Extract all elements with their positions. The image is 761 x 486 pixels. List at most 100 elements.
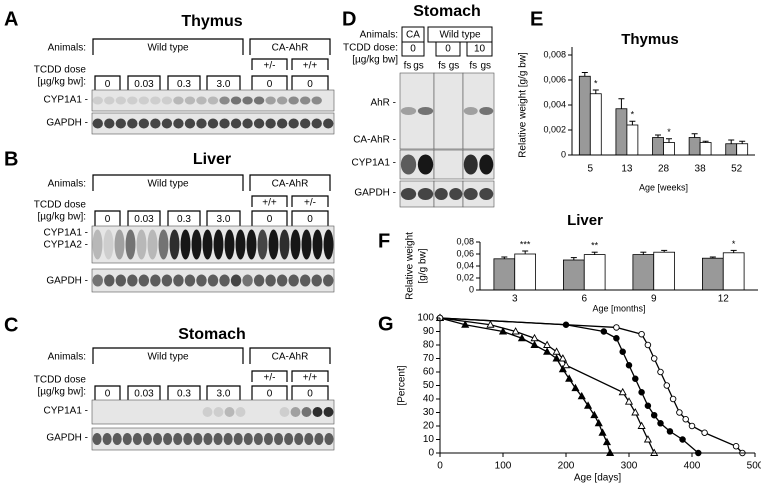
band	[300, 118, 311, 129]
band	[173, 96, 184, 105]
band	[132, 433, 142, 445]
band	[138, 274, 150, 287]
dose-label: 0.3	[177, 79, 191, 90]
group-label: CA-AhR	[272, 43, 309, 54]
marker	[600, 328, 608, 335]
bracket	[291, 75, 329, 91]
band	[219, 118, 230, 129]
band	[230, 96, 242, 105]
y-tick-label: 10	[423, 434, 435, 445]
band	[127, 96, 138, 105]
marker	[602, 437, 612, 446]
y-tick-label: 80	[423, 340, 435, 351]
marker	[590, 410, 599, 419]
marker	[530, 333, 539, 342]
x-tick-label: 12	[718, 294, 730, 305]
band	[242, 96, 253, 105]
band	[224, 407, 235, 417]
marker	[619, 348, 626, 356]
band	[279, 407, 290, 417]
bracket	[249, 347, 331, 364]
lane-label: gs	[449, 61, 460, 72]
dose-label: 0	[267, 214, 273, 225]
band	[183, 433, 193, 445]
x-tick-label: 5	[588, 164, 594, 175]
lane-label: fs	[469, 61, 477, 72]
band	[173, 433, 183, 445]
band	[150, 274, 161, 287]
marker	[618, 387, 627, 396]
band	[290, 229, 301, 260]
band	[276, 118, 288, 129]
blot	[433, 72, 464, 150]
band	[224, 229, 235, 260]
marker	[632, 375, 639, 383]
error-bar	[665, 138, 672, 143]
marker	[663, 382, 671, 389]
bracket	[249, 38, 331, 55]
band	[184, 96, 196, 105]
x-tick-label: 3	[512, 294, 518, 305]
error-bar	[661, 249, 668, 253]
band	[300, 96, 311, 105]
x-tick-label: 200	[558, 461, 575, 472]
dose-box	[466, 41, 493, 57]
marker	[583, 401, 593, 409]
marker	[511, 327, 520, 335]
band	[417, 188, 434, 200]
y-tick-label: 70	[423, 353, 435, 364]
blot-row-label: AhR -	[370, 98, 396, 109]
group-label: Wild type	[147, 352, 189, 363]
bracket	[206, 75, 241, 91]
dose-label: 0.03	[134, 79, 154, 90]
significance: ***	[520, 239, 531, 249]
row-label: Animals:	[360, 30, 398, 41]
error-bar	[591, 251, 598, 255]
band	[274, 433, 284, 445]
x-tick-label: 300	[621, 461, 638, 472]
genotype-label: +/+	[262, 198, 277, 209]
dose-label: 0	[307, 389, 313, 400]
dose-label: 0	[105, 214, 111, 225]
band	[127, 274, 138, 287]
y-tick-label: 0	[561, 149, 566, 159]
y-tick-label: 0,004	[543, 99, 566, 109]
blot-row-label: CA-AhR -	[353, 135, 396, 146]
band	[196, 96, 207, 105]
bracket	[251, 195, 288, 207]
dose-label: 0.3	[177, 389, 191, 400]
marker	[624, 397, 634, 405]
error-bar	[728, 139, 735, 144]
panel-title: Liver	[193, 151, 231, 168]
marker	[498, 327, 508, 335]
error-bar	[709, 256, 716, 259]
group-label: Wild type	[147, 43, 189, 54]
band	[235, 407, 246, 417]
marker	[650, 355, 658, 362]
genotype-label: +/+	[303, 373, 318, 384]
error-bar	[702, 140, 709, 143]
marker	[613, 335, 620, 342]
genotype-label: +/-	[264, 61, 276, 72]
band	[463, 107, 478, 115]
bar	[589, 93, 602, 156]
x-tick-label: 38	[695, 164, 707, 175]
band	[242, 274, 253, 287]
marker	[644, 402, 652, 410]
blot-row-label: CYP1A1 -	[44, 95, 88, 106]
band	[219, 96, 230, 105]
band	[479, 154, 494, 175]
band	[324, 433, 334, 445]
x-tick-label: 400	[684, 461, 701, 472]
y-tick-label: 0,04	[456, 260, 474, 270]
panel-letter: A	[4, 8, 18, 30]
row-label: Animals:	[48, 43, 86, 54]
genotype-label: +/-	[264, 373, 276, 384]
y-tick-label: 40	[423, 394, 435, 405]
marker	[558, 354, 567, 362]
genotype-label: +/-	[304, 198, 316, 209]
bracket	[251, 75, 288, 91]
band	[104, 118, 115, 129]
bar	[626, 124, 639, 156]
band	[92, 229, 103, 260]
